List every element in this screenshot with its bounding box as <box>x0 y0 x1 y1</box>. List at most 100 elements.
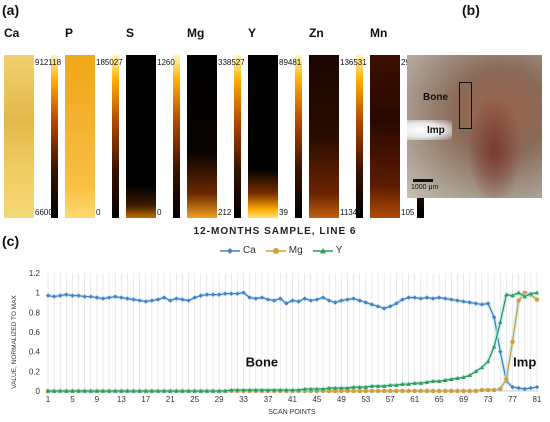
data-point <box>314 297 320 302</box>
x-axis-title: SCAN POINTS <box>268 409 316 416</box>
data-point <box>149 388 155 393</box>
map-element-label: Mg <box>187 26 205 40</box>
data-point <box>247 295 252 300</box>
data-point <box>265 388 271 394</box>
data-point <box>357 388 362 394</box>
data-point <box>149 298 155 303</box>
data-point <box>64 292 69 297</box>
map-max-value: 1260 <box>157 58 175 67</box>
data-point <box>418 380 424 385</box>
series-line <box>47 291 538 390</box>
data-point <box>534 290 540 295</box>
data-point <box>259 387 265 392</box>
x-tick-label: 57 <box>386 395 395 404</box>
data-point <box>149 388 155 394</box>
map-min-value: 105 <box>401 208 415 217</box>
data-point <box>223 388 228 393</box>
data-point <box>229 388 234 394</box>
data-point <box>100 296 106 301</box>
data-point <box>180 297 185 302</box>
data-point <box>455 388 460 394</box>
data-point <box>443 377 448 382</box>
map-max-value: 338527 <box>218 58 245 67</box>
map-min-value: 212 <box>218 208 232 217</box>
data-point <box>369 388 375 394</box>
data-point <box>339 298 344 303</box>
data-point <box>137 298 142 303</box>
panel-label-a: (a) <box>2 2 20 18</box>
data-point <box>320 386 326 391</box>
data-point <box>174 388 179 393</box>
data-point <box>406 295 411 300</box>
data-point <box>314 388 320 394</box>
data-point <box>534 384 540 390</box>
data-point <box>308 298 314 303</box>
series-shadow <box>47 290 538 392</box>
map-element-label: P <box>65 26 74 40</box>
x-tick-label: 9 <box>95 395 100 404</box>
data-point <box>241 290 246 295</box>
data-point <box>443 296 448 301</box>
elemental-map <box>370 55 400 218</box>
data-point <box>412 388 417 394</box>
y-tick-label: 1.2 <box>29 269 41 278</box>
data-point <box>253 387 259 392</box>
data-point <box>223 388 228 394</box>
data-point <box>174 296 179 301</box>
data-point <box>522 386 527 392</box>
data-point <box>357 298 362 303</box>
y-tick-label: 0.6 <box>29 328 41 337</box>
data-point <box>113 294 118 299</box>
x-tick-label: 37 <box>264 395 273 404</box>
data-point <box>339 385 344 390</box>
data-point <box>278 296 283 301</box>
map-colorbar <box>173 55 180 218</box>
data-point <box>119 388 124 394</box>
scale-bar <box>413 179 433 182</box>
data-point <box>467 300 472 305</box>
x-tick-label: 77 <box>508 395 517 404</box>
data-point <box>369 302 375 307</box>
data-point <box>253 296 259 301</box>
x-tick-label: 69 <box>459 395 468 404</box>
data-point <box>430 388 436 394</box>
data-point <box>333 388 338 394</box>
data-point <box>94 388 100 394</box>
data-point <box>204 388 210 394</box>
data-point <box>113 388 118 394</box>
data-point <box>504 377 509 382</box>
data-point <box>412 295 417 300</box>
data-point <box>51 294 57 299</box>
legend-entry: Mg <box>265 245 303 256</box>
data-point <box>449 377 454 381</box>
legend-swatch <box>265 247 286 254</box>
data-point <box>58 293 63 298</box>
data-point <box>204 388 210 393</box>
map-colorbar <box>51 55 58 218</box>
data-point <box>241 388 246 394</box>
x-tick-label: 49 <box>337 395 346 404</box>
data-point <box>498 349 503 354</box>
data-point <box>528 292 534 297</box>
data-point <box>498 386 503 392</box>
x-tick-label: 81 <box>532 395 541 404</box>
data-point <box>155 388 161 394</box>
data-point <box>119 295 124 300</box>
data-point <box>418 296 424 301</box>
data-point <box>430 378 436 383</box>
data-point <box>131 297 136 302</box>
data-point <box>339 388 344 394</box>
data-point <box>406 388 411 394</box>
data-point <box>485 387 491 393</box>
scale-bar-label: 1000 μm <box>411 184 439 191</box>
data-point <box>320 295 326 300</box>
map-min-value: 0 <box>157 208 162 217</box>
map-element-label: Mn <box>370 26 388 40</box>
legend-label: Mg <box>288 245 303 256</box>
data-point <box>58 388 63 393</box>
data-point <box>174 388 179 394</box>
chart-legend: Ca Mg Y <box>220 245 342 256</box>
map-element-label: S <box>126 26 135 40</box>
data-point <box>351 296 356 301</box>
map-max-value: 912118 <box>35 58 62 67</box>
